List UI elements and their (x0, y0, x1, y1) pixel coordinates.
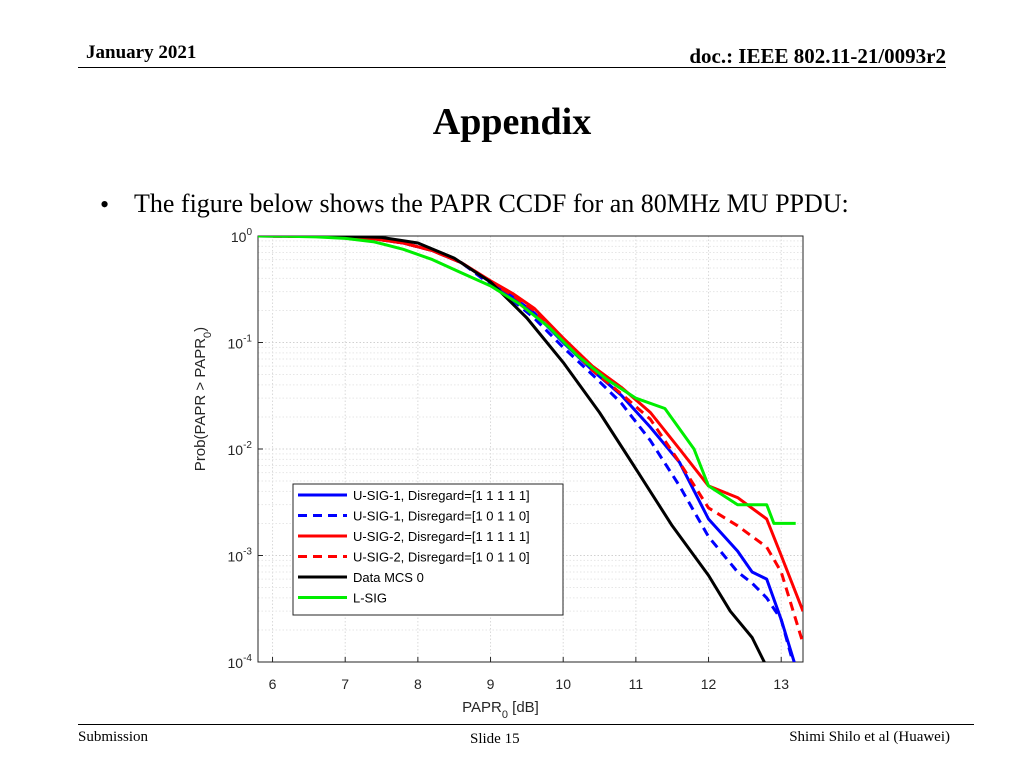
y-axis-label: Prob(PAPR > PAPR0) (192, 327, 214, 471)
footer-divider (78, 724, 974, 725)
y-axis-label-sub: 0 (202, 332, 214, 338)
footer-authors: Shimi Shilo et al (Huawei) (789, 729, 950, 745)
legend-label: U-SIG-2, Disregard=[1 0 1 1 0] (353, 550, 530, 565)
legend-label: U-SIG-1, Disregard=[1 0 1 1 0] (353, 509, 530, 524)
legend-label: L-SIG (353, 591, 387, 606)
y-axis-label-main: Prob(PAPR > PAPR (192, 338, 209, 471)
footer-slide-number: Slide 15 (470, 731, 520, 747)
x-tick-label: 7 (341, 676, 349, 692)
x-axis-label-sub: 0 (502, 709, 508, 721)
x-tick-label: 6 (269, 676, 277, 692)
legend-label: U-SIG-2, Disregard=[1 1 1 1 1] (353, 529, 530, 544)
legend-label: Data MCS 0 (353, 570, 424, 585)
y-axis-label-close: ) (192, 327, 209, 332)
header-divider (78, 67, 946, 68)
slide-title: Appendix (432, 101, 592, 143)
x-tick-label: 12 (701, 676, 717, 692)
x-axis-label-main: PAPR (462, 699, 502, 716)
y-tick-label: 10-2 (228, 440, 253, 458)
legend-box (292, 483, 564, 616)
footer-submission: Submission (78, 729, 149, 745)
y-tick-label: 100 (231, 227, 253, 245)
chart-legend: U-SIG-1, Disregard=[1 1 1 1 1] U-SIG-1, D… (292, 483, 564, 616)
header-doc-id: doc.: IEEE 802.11-21/0093r2 (689, 44, 946, 68)
x-tick-label: 11 (629, 676, 644, 692)
x-tick-label: 8 (414, 676, 422, 692)
y-tick-label: 10-4 (228, 653, 253, 671)
bullet-icon: • (100, 190, 110, 219)
x-axis-label-unit: [dB] (508, 699, 539, 716)
x-tick-label: 10 (555, 676, 571, 692)
legend-label: U-SIG-1, Disregard=[1 1 1 1 1] (353, 488, 530, 503)
x-axis-label: PAPR0 [dB] (462, 699, 539, 721)
header-date: January 2021 (86, 42, 197, 63)
series-line (258, 236, 795, 662)
x-tick-label: 9 (487, 676, 495, 692)
chart-series-lines (258, 236, 803, 662)
y-tick-label: 10-1 (228, 334, 253, 352)
bullet-text: The figure below shows the PAPR CCDF for… (134, 189, 849, 218)
series-line (258, 236, 766, 662)
x-tick-label: 13 (773, 676, 789, 692)
series-line (258, 236, 796, 525)
y-tick-label: 10-3 (228, 547, 253, 565)
